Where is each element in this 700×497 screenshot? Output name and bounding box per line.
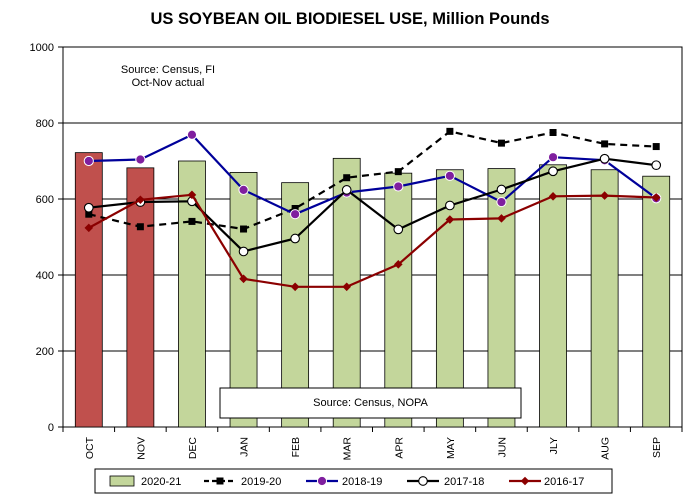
bar-mar — [332, 157, 361, 428]
bar-jun — [487, 168, 516, 428]
legend-layer: 2020-21 2019-20 2018-19 2017-18 2016-17 — [94, 468, 613, 494]
x-tick-label-apr: APR — [393, 437, 405, 459]
legend-label-2019-20: 2019-20 — [241, 476, 281, 488]
x-tick-label-feb: FEB — [290, 437, 302, 457]
bar-jan — [229, 171, 258, 428]
point-2017-18-apr — [393, 224, 404, 235]
legend-label-2018-19: 2018-19 — [342, 476, 382, 488]
point-2017-18-jan — [238, 246, 249, 257]
axis-layer: 0 200 400 600 800 1000 OCT NOV DEC JAN FEB MAR APR MA… — [30, 42, 683, 461]
y-tick-label-400: 400 — [36, 270, 54, 282]
y-tick-label-800: 800 — [36, 118, 54, 130]
point-2018-19-jan — [238, 184, 249, 195]
legend-label-2016-17: 2016-17 — [544, 476, 584, 488]
legend-swatch-2020-21 — [109, 475, 135, 487]
legend-marker-2017-18 — [418, 476, 428, 486]
point-2017-18-jly — [548, 166, 558, 177]
grid-layer — [62, 46, 683, 428]
series-line-2017-18 — [88, 157, 657, 253]
point-2016-17-jly — [548, 192, 558, 201]
bar-sep — [642, 175, 671, 428]
point-2019-20-mar — [343, 174, 351, 182]
bar-nov — [126, 167, 155, 428]
series-line-2016-17 — [88, 193, 657, 288]
point-2016-17-oct — [84, 223, 94, 233]
point-2016-17-apr — [393, 260, 403, 269]
point-2016-17-nov — [136, 195, 145, 205]
point-2019-20-aug — [601, 140, 609, 148]
point-2016-17-jan — [239, 274, 248, 284]
series-line-2018-19 — [88, 133, 657, 216]
x-tick-label-jan: JAN — [239, 437, 251, 457]
point-2017-18-feb — [290, 233, 300, 244]
x-tick-label-may: MAY — [445, 437, 457, 459]
point-2016-17-may — [445, 215, 455, 224]
chart-title: US SOYBEAN OIL BIODIESEL USE, Million Po… — [150, 10, 550, 28]
point-2017-18-jun — [496, 184, 507, 195]
point-2016-17-aug — [600, 191, 609, 200]
x-tick-label-oct: OCT — [84, 436, 96, 459]
point-2016-17-sep — [651, 193, 661, 202]
point-2017-18-sep — [651, 160, 662, 171]
point-2016-17-feb — [290, 282, 300, 292]
point-2018-19-jly — [547, 152, 559, 163]
point-2019-20-apr — [394, 168, 402, 176]
x-tick-label-nov: NOV — [135, 437, 147, 460]
point-2019-20-dec — [188, 217, 196, 225]
legend-marker-2016-17 — [520, 476, 530, 486]
source-bottom-box — [219, 387, 522, 419]
point-2018-19-jun — [496, 196, 507, 208]
y-tick-label-200: 200 — [36, 346, 54, 358]
bar-apr — [384, 172, 413, 428]
point-2019-20-jun — [497, 139, 505, 147]
bar-oct — [74, 152, 103, 428]
point-2018-19-feb — [290, 209, 301, 220]
point-2017-18-aug — [599, 153, 610, 164]
point-2018-19-oct — [83, 155, 94, 167]
bar-feb — [281, 182, 310, 428]
point-2018-19-dec — [186, 129, 198, 140]
legend-label-2017-18: 2017-18 — [444, 476, 484, 488]
point-2019-20-may — [446, 127, 454, 135]
y-tick-label-0: 0 — [48, 422, 54, 434]
point-2016-17-mar — [342, 282, 352, 292]
point-2017-18-may — [445, 200, 455, 211]
point-2019-20-feb — [291, 205, 299, 212]
bar-may — [435, 169, 464, 428]
point-2018-19-nov — [135, 154, 146, 165]
legend-marker-2019-20 — [216, 477, 224, 485]
y-tick-label-600: 600 — [36, 194, 54, 206]
x-tick-label-jly: JLY — [548, 437, 560, 454]
y-tick-label-1000: 1000 — [30, 42, 54, 54]
x-tick-label-jun: JUN — [496, 437, 508, 457]
bar-aug — [590, 169, 619, 428]
point-2017-18-mar — [341, 185, 352, 195]
line-layer — [83, 127, 662, 292]
source-bottom-text: Source: Census, NOPA — [313, 397, 428, 409]
point-2019-20-sep — [652, 143, 660, 151]
annotation-layer: Source: Census, NOPA Source: Census, FIOc… — [121, 64, 522, 419]
x-tick-label-aug: AUG — [600, 437, 612, 460]
source-top-line2: Oct-Nov actual — [132, 77, 205, 89]
x-tick-label-dec: DEC — [187, 437, 199, 460]
legend-marker-2018-19 — [316, 475, 328, 487]
x-tick-label-sep: SEP — [651, 437, 663, 458]
point-2016-17-dec — [187, 190, 197, 200]
point-2018-19-apr — [393, 181, 404, 192]
point-2019-20-nov — [136, 223, 144, 231]
point-2019-20-oct — [85, 210, 93, 218]
series-line-2019-20 — [88, 130, 657, 231]
point-2017-18-oct — [83, 202, 94, 213]
legend-label-2020-21: 2020-21 — [141, 476, 181, 488]
x-tick-label-mar: MAR — [342, 437, 354, 461]
point-2019-20-jan — [240, 225, 248, 233]
source-top-line1: Source: Census, FI — [121, 64, 215, 76]
plot-area — [62, 46, 683, 428]
bar-layer — [74, 152, 671, 428]
point-2016-17-jun — [497, 214, 506, 223]
bar-jly — [539, 164, 567, 428]
point-2018-19-may — [444, 170, 455, 181]
point-2019-20-jly — [549, 129, 557, 136]
